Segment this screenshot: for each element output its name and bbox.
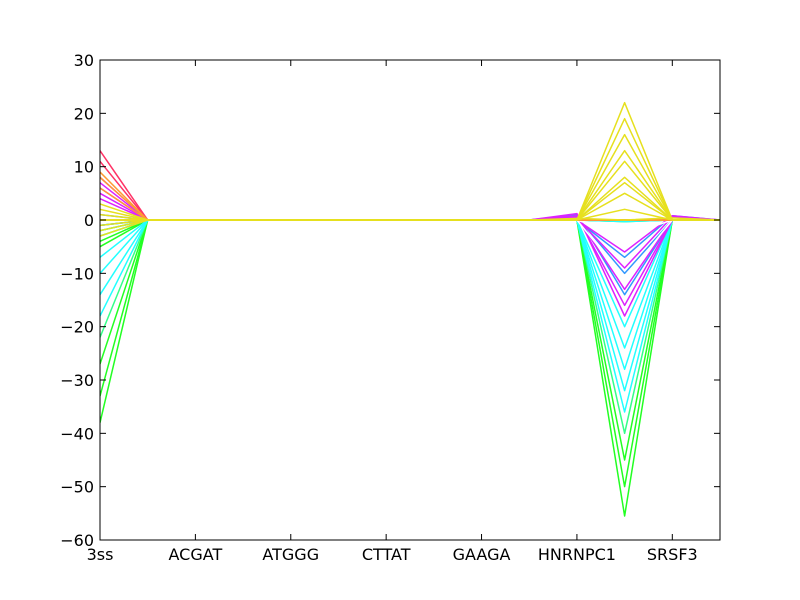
y-tick-label: 20: [74, 104, 94, 123]
series-lines: [100, 101, 720, 517]
y-tick-label: 30: [74, 51, 94, 70]
y-tick-label: −50: [60, 478, 94, 497]
y-tick-label: −20: [60, 318, 94, 337]
x-tick-label: ACGAT: [169, 545, 223, 564]
y-axis-tick-labels: 30 20 10 0 −10 −20 −30 −40 −50 −60: [60, 51, 94, 550]
x-tick-label: 3ss: [87, 545, 114, 564]
y-tick-label: 0: [84, 211, 94, 230]
y-tick-label: −60: [60, 531, 94, 550]
y-tick-label: −40: [60, 424, 94, 443]
series-line-43: [100, 217, 720, 221]
y-tick-label: −10: [60, 264, 94, 283]
x-tick-label: GAAGA: [453, 545, 511, 564]
x-tick-label: ATGGG: [262, 545, 319, 564]
y-tick-label: 10: [74, 158, 94, 177]
x-tick-label: SRSF3: [647, 545, 698, 564]
x-tick-label: CTTAT: [362, 545, 411, 564]
plot-area-frame: [99, 59, 721, 541]
x-axis-tick-labels: 3ss ACGAT ATGGG CTTAT GAAGA HNRNPC1 SRSF3: [87, 545, 698, 564]
x-tick-label: HNRNPC1: [538, 545, 616, 564]
y-tick-label: −30: [60, 371, 94, 390]
